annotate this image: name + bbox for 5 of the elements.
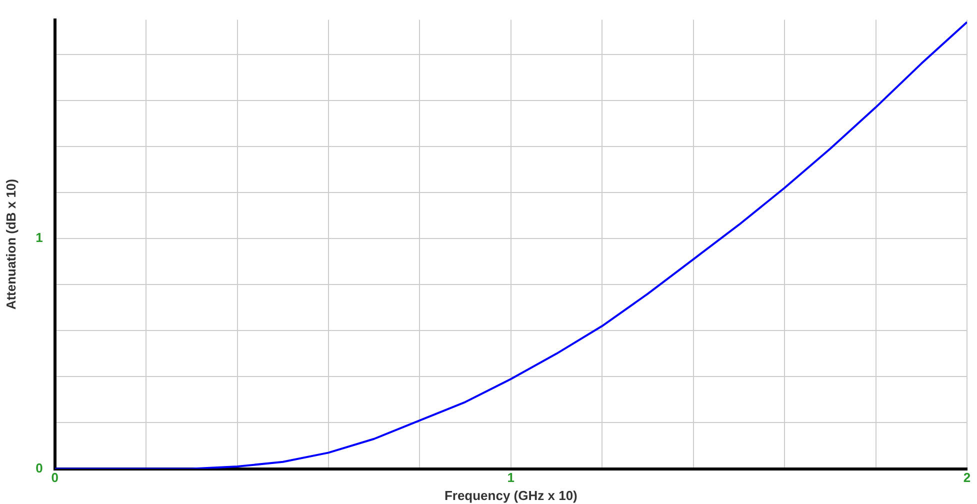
y-axis-title: Attenuation (dB x 10) — [3, 178, 18, 310]
x-tick-label: 0 — [51, 470, 58, 486]
x-tick-label: 1 — [507, 470, 515, 486]
x-axis-title: Frequency (GHz x 10) — [444, 488, 578, 503]
x-tick-label: 2 — [963, 470, 971, 486]
